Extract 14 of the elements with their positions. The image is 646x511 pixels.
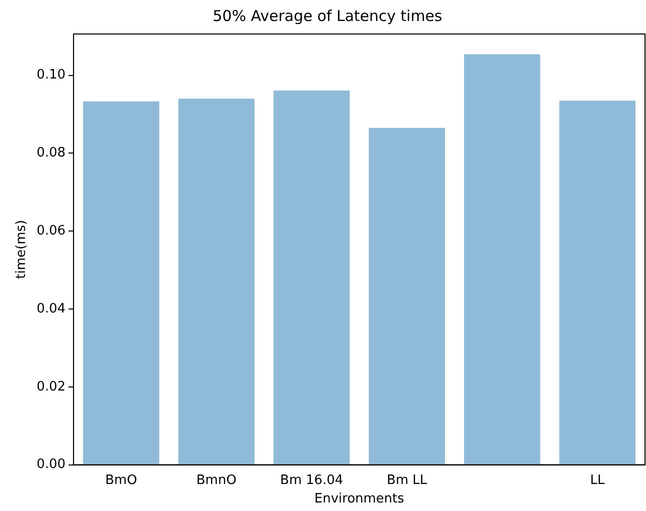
y-tick-label: 0.04: [36, 301, 66, 316]
x-tick-label: Bm LL: [386, 472, 428, 488]
x-tick-label: Bm 16.04: [280, 472, 344, 488]
y-tick-label: 0.08: [36, 146, 66, 161]
y-tick-label: 0.00: [36, 457, 66, 472]
x-tick-label: BmnO: [196, 472, 236, 488]
x-tick-label: LL: [590, 472, 606, 488]
y-tick-label: 0.02: [36, 379, 66, 394]
x-tick-label: BmO: [105, 472, 138, 488]
chart-title: 50% Average of Latency times: [212, 6, 442, 25]
y-tick-label: 0.10: [36, 68, 66, 83]
y-axis-title: time(ms): [14, 220, 30, 279]
x-axis-title: Environments: [314, 492, 404, 507]
y-tick-label: 0.06: [36, 223, 66, 238]
